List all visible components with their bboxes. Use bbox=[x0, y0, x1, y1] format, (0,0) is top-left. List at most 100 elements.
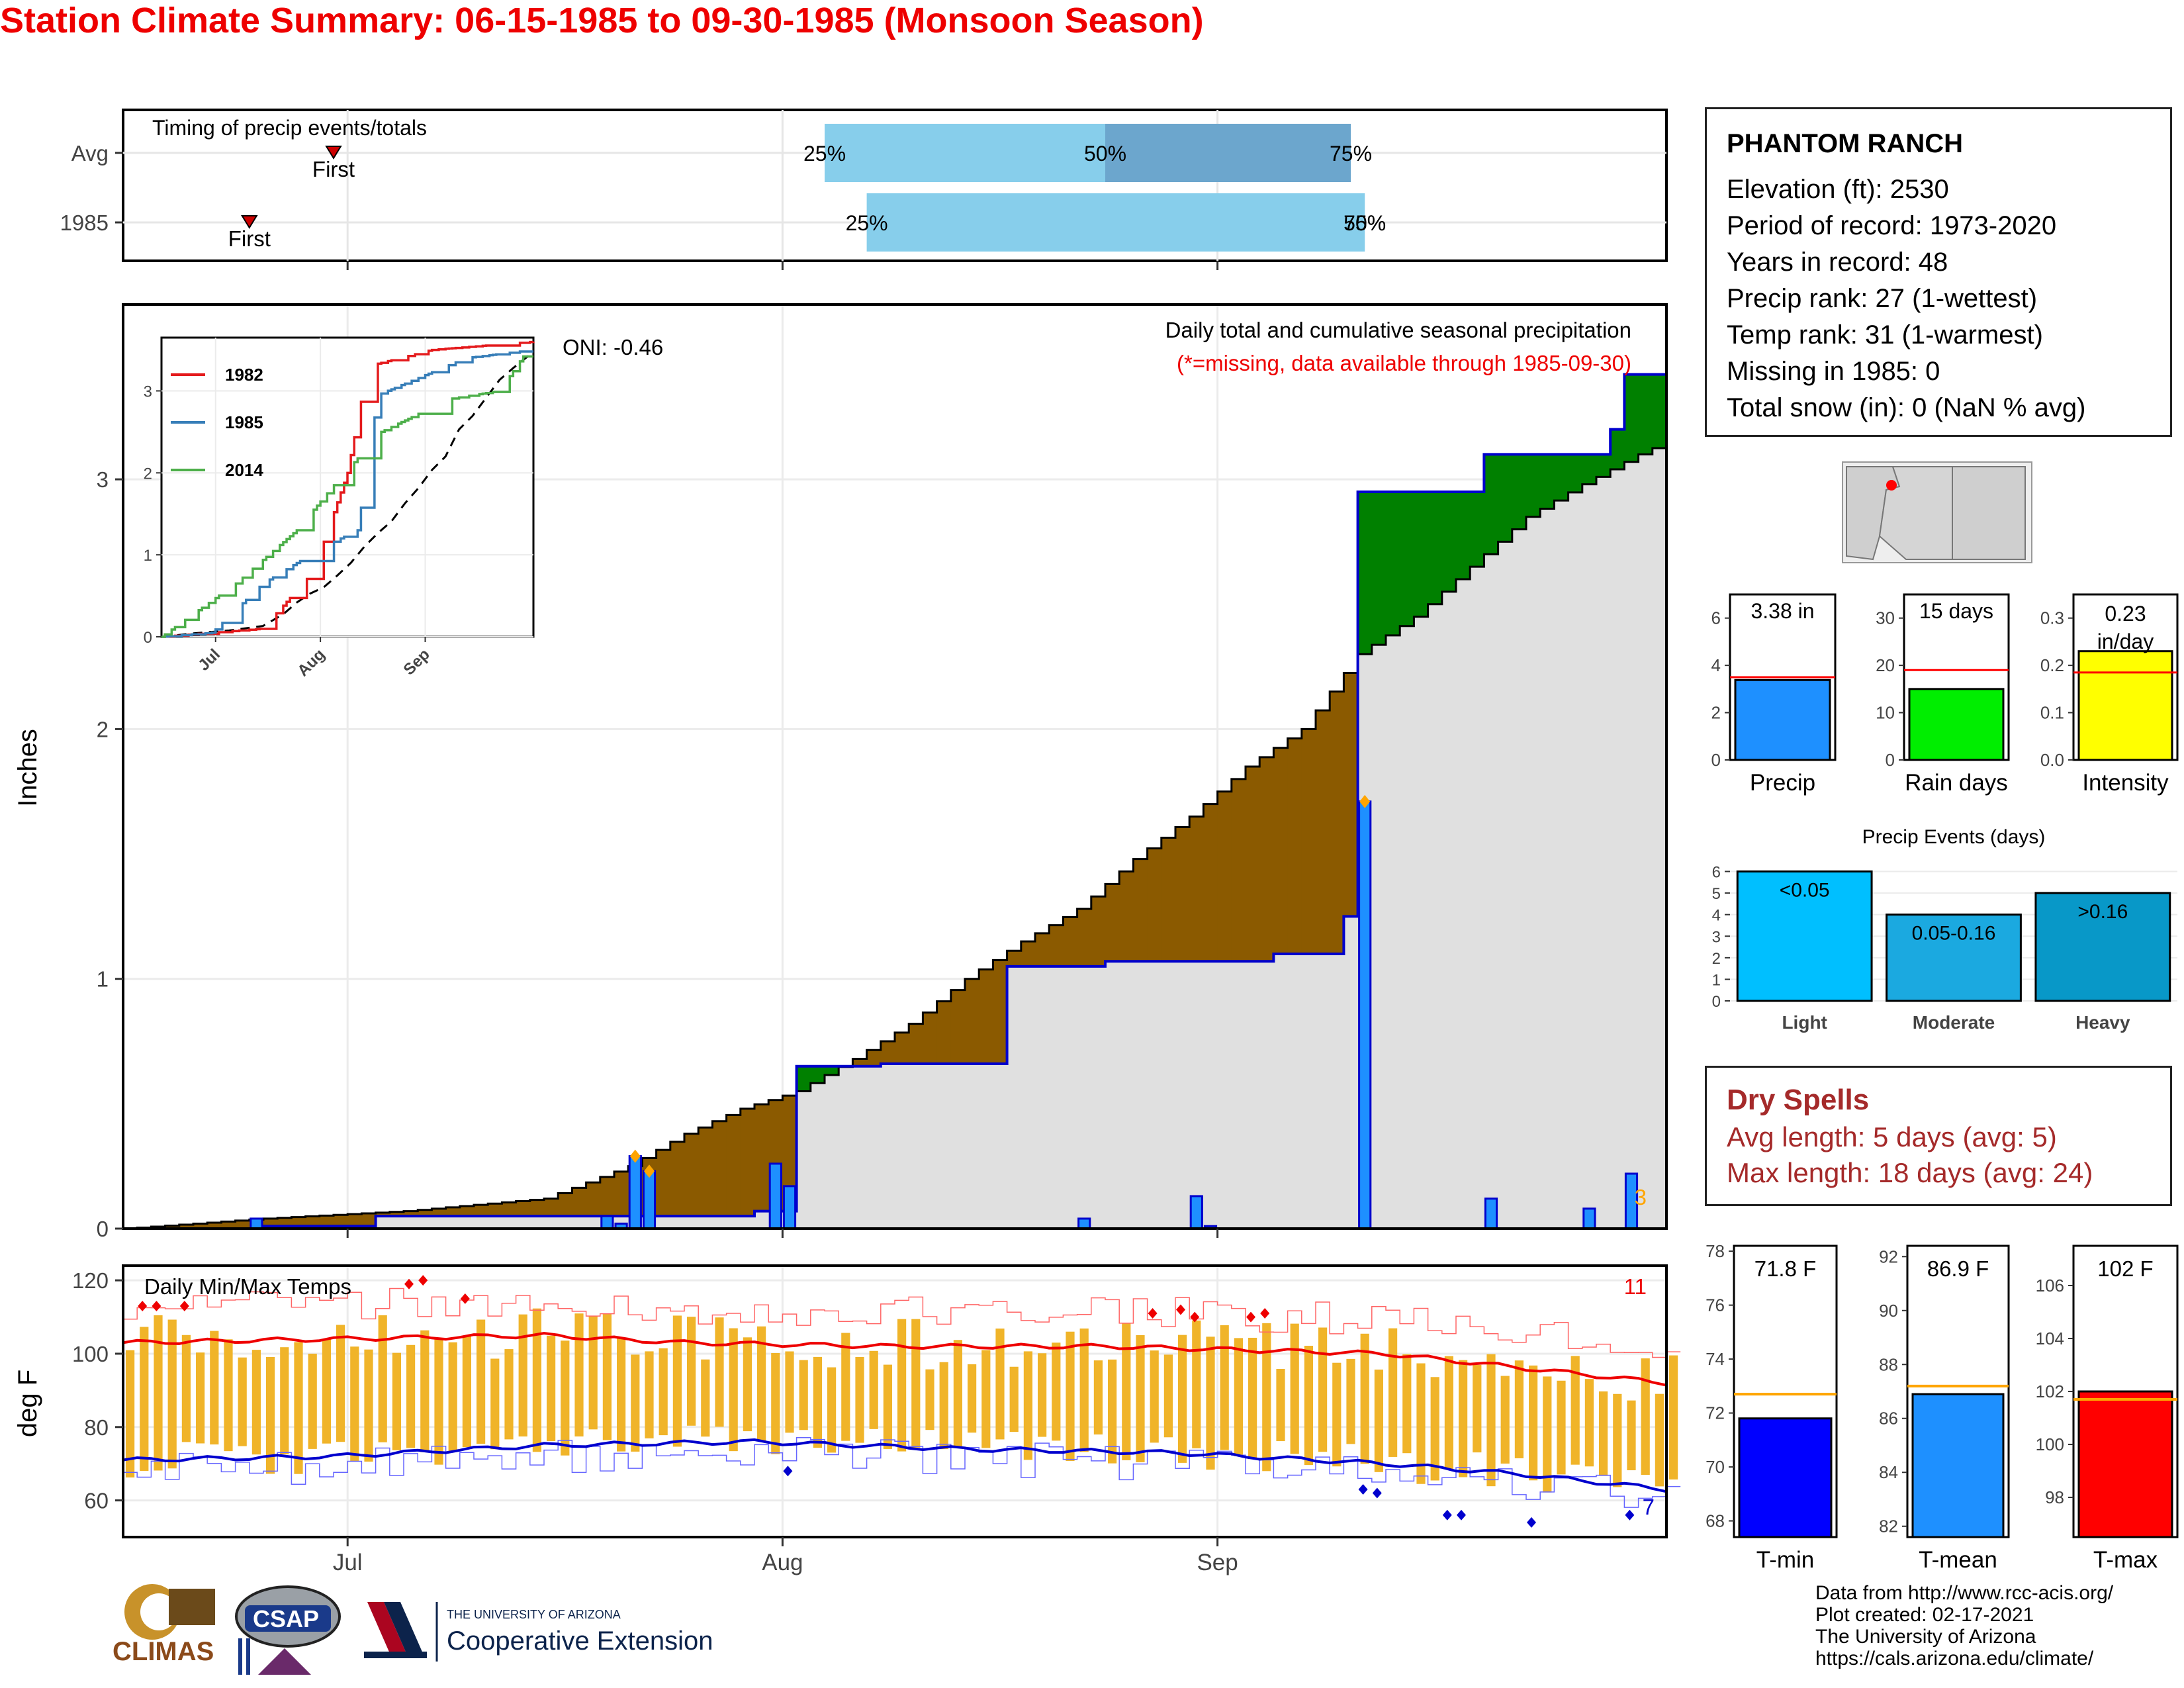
events-title: Precip Events (days) bbox=[1862, 826, 2046, 848]
summary-1-tick-label: 10 bbox=[1876, 703, 1895, 723]
tbar-1-tick-label: 88 bbox=[1879, 1354, 1898, 1374]
csap-logo-text: CSAP bbox=[253, 1605, 319, 1632]
temp-daily-range-bar bbox=[1163, 1354, 1173, 1438]
events-tick-label: 3 bbox=[1712, 928, 1721, 946]
tbar-0-category-label: T-min bbox=[1756, 1547, 1815, 1573]
temp-y-axis-label: deg F bbox=[13, 1370, 42, 1437]
temp-daily-range-bar bbox=[1093, 1360, 1103, 1435]
temp-daily-range-bar bbox=[1374, 1369, 1383, 1472]
climas-logo: CLIMAS bbox=[113, 1584, 215, 1666]
csap-logo: CSAP bbox=[235, 1585, 341, 1675]
main-surplus-segment bbox=[1624, 374, 1639, 462]
summary-0-bar bbox=[1734, 679, 1831, 761]
temp-record-low-marker bbox=[1527, 1517, 1536, 1528]
tbar-0-tick-label: 76 bbox=[1706, 1295, 1725, 1315]
events-category-label: Light bbox=[1782, 1012, 1827, 1033]
temp-daily-range-bar bbox=[1206, 1336, 1215, 1470]
timing-first-marker bbox=[325, 146, 342, 160]
temp-daily-range-bar bbox=[1613, 1393, 1622, 1487]
temp-daily-range-bar bbox=[855, 1356, 864, 1443]
summary-2-tick-label: 0.0 bbox=[2040, 750, 2064, 770]
tbar-0-tick-label: 68 bbox=[1706, 1511, 1725, 1531]
summary-2-category-label: Intensity bbox=[2082, 770, 2169, 796]
temp-daily-range-bar bbox=[448, 1342, 457, 1452]
dry-spells-box: Dry Spells Avg length: 5 days (avg: 5) M… bbox=[1705, 1066, 2172, 1206]
main-deficit-segment bbox=[445, 1207, 461, 1217]
inset-series-1982 bbox=[161, 340, 535, 638]
temp-daily-range-bar bbox=[420, 1330, 430, 1452]
temp-daily-range-bar bbox=[434, 1338, 443, 1465]
temp-record-high-marker bbox=[1260, 1308, 1270, 1319]
timing-row-label: Avg bbox=[71, 141, 109, 165]
main-deficit-segment bbox=[895, 1032, 909, 1064]
temp-daily-range-bar bbox=[1290, 1323, 1299, 1454]
temp-y-tick-label: 60 bbox=[84, 1489, 109, 1513]
main-deficit-segment bbox=[600, 1177, 615, 1217]
summary-bar-charts: 0 2 4 6 3.38 in Precip 0 10 20 30 15 days Rain days… bbox=[1711, 593, 2179, 796]
main-y-tick-label: 1 bbox=[97, 967, 109, 992]
temp-daily-range-bar bbox=[364, 1349, 373, 1462]
main-deficit-segment bbox=[193, 1223, 208, 1229]
location-map bbox=[1842, 461, 2032, 563]
main-caption: Daily total and cumulative seasonal prec… bbox=[1165, 318, 1631, 342]
station-name: PHANTOM RANCH bbox=[1727, 129, 1964, 158]
temp-daily-range-bar bbox=[617, 1338, 626, 1452]
main-deficit-segment bbox=[1119, 871, 1134, 962]
temp-daily-range-bar bbox=[210, 1331, 219, 1445]
main-surplus-segment bbox=[1638, 374, 1653, 455]
temp-daily-range-bar bbox=[154, 1315, 163, 1471]
main-corner-count: 3 bbox=[1635, 1185, 1647, 1209]
temp-daily-range-bar bbox=[799, 1360, 808, 1430]
main-surplus-segment bbox=[1456, 491, 1471, 580]
temp-daily-range-bar bbox=[602, 1313, 612, 1440]
main-deficit-segment bbox=[880, 1041, 895, 1064]
main-deficit-segment bbox=[207, 1222, 222, 1229]
temp-daily-range-bar bbox=[1066, 1331, 1075, 1461]
dry-spells-title: Dry Spells bbox=[1727, 1084, 1870, 1116]
temp-record-low-line bbox=[123, 1437, 1681, 1508]
temp-daily-range-bar bbox=[532, 1308, 541, 1452]
temp-record-low-marker bbox=[1457, 1509, 1466, 1521]
main-deficit-segment bbox=[1105, 884, 1120, 962]
main-deficit-segment bbox=[1330, 691, 1344, 954]
main-deficit-segment bbox=[375, 1212, 390, 1217]
temp-x-tick-label: Jul bbox=[333, 1550, 363, 1575]
temp-daily-range-bar bbox=[1108, 1359, 1117, 1464]
main-daily-bar bbox=[1077, 1217, 1091, 1230]
tbar-1-tick-label: 82 bbox=[1879, 1517, 1898, 1536]
temp-record-low-marker bbox=[783, 1466, 793, 1477]
tbar-1-bar bbox=[1911, 1393, 2005, 1538]
timing-first-label: First bbox=[228, 226, 271, 251]
credit-university: The University of Arizona bbox=[1815, 1626, 2036, 1648]
main-deficit-segment bbox=[782, 1096, 797, 1211]
temp-daily-range-bar bbox=[645, 1351, 654, 1438]
temp-x-tick-label: Aug bbox=[762, 1550, 803, 1575]
temp-daily-range-bar bbox=[715, 1317, 724, 1427]
main-deficit-segment bbox=[993, 960, 1008, 1064]
temp-daily-range-bar bbox=[1178, 1335, 1187, 1463]
temp-daily-range-bar bbox=[785, 1351, 794, 1433]
temp-record-high-marker bbox=[1176, 1304, 1185, 1315]
main-deficit-segment bbox=[1147, 848, 1162, 962]
main-y-tick-label: 0 bbox=[97, 1217, 109, 1241]
timing-q25-label: 25% bbox=[803, 142, 846, 165]
main-deficit-segment bbox=[305, 1216, 320, 1227]
tbar-1-tick-label: 90 bbox=[1879, 1301, 1898, 1321]
main-deficit-segment bbox=[502, 1202, 517, 1217]
temp-daily-range-bar bbox=[1220, 1325, 1229, 1450]
temp-daily-range-bar bbox=[1529, 1365, 1538, 1481]
temp-daily-range-bar bbox=[181, 1335, 191, 1442]
main-deficit-segment bbox=[1316, 710, 1330, 954]
events-range-label: >0.16 bbox=[2077, 901, 2128, 923]
temp-daily-range-bar bbox=[771, 1353, 780, 1454]
temp-daily-range-bar bbox=[588, 1315, 598, 1430]
temp-record-low-marker bbox=[1372, 1487, 1382, 1499]
page-title: Station Climate Summary: 06-15-1985 to 0… bbox=[0, 1, 1204, 40]
main-surplus-segment bbox=[1371, 491, 1387, 645]
events-category-label: Heavy bbox=[2075, 1012, 2130, 1033]
temp-y-tick-label: 120 bbox=[72, 1268, 109, 1293]
temp-record-high-marker bbox=[418, 1275, 428, 1286]
main-deficit-segment bbox=[1259, 757, 1274, 962]
